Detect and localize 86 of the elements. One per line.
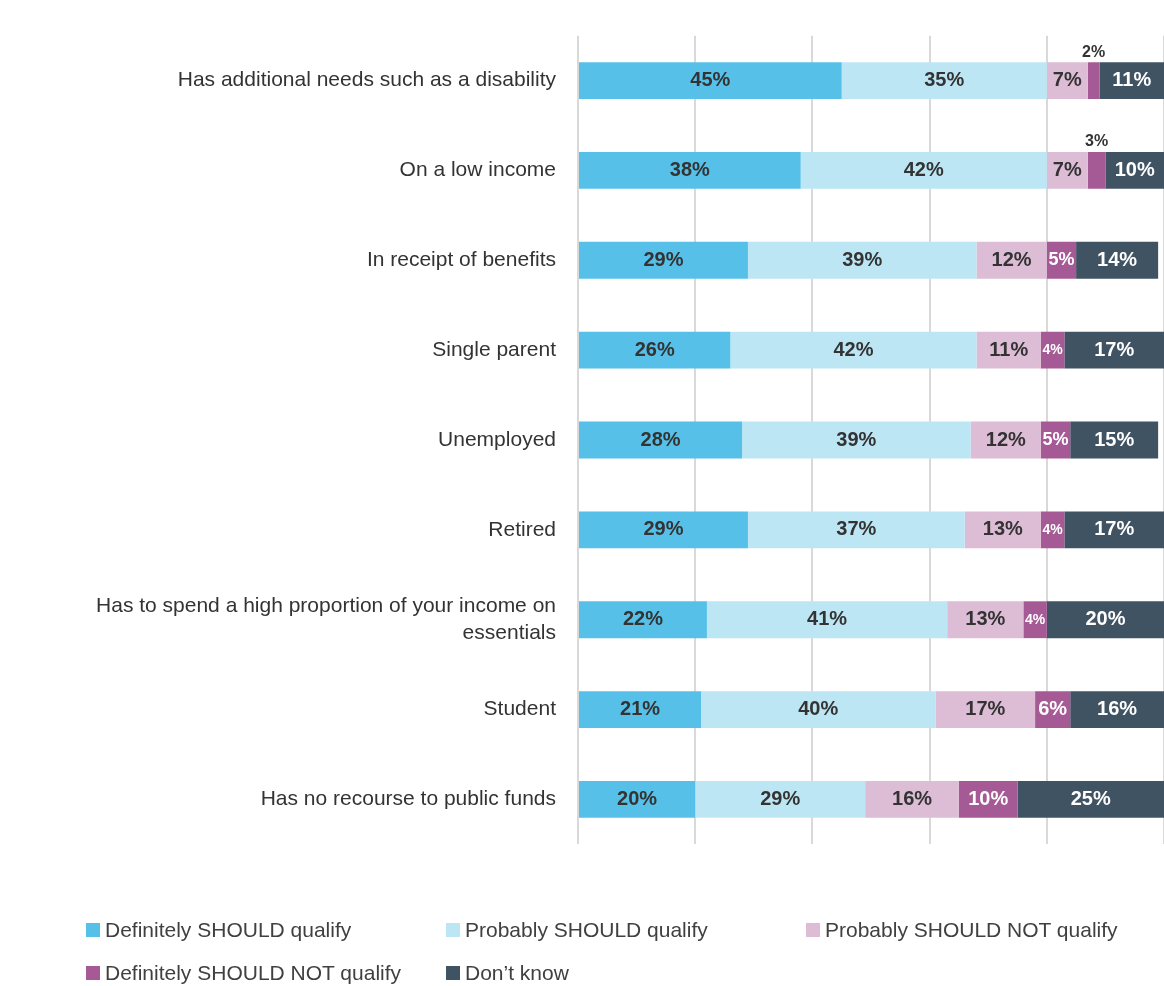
data-label: 40% (798, 697, 839, 720)
data-label: 16% (892, 786, 933, 809)
y-tick-label: Retired (488, 516, 556, 540)
data-label: 15% (1094, 427, 1135, 450)
data-label: 20% (617, 786, 658, 809)
data-label: 20% (1085, 607, 1126, 630)
bar (841, 62, 1047, 99)
data-label: 42% (833, 337, 874, 360)
data-label: 29% (760, 786, 801, 809)
bar (701, 691, 936, 728)
bar (579, 691, 702, 728)
bar (579, 421, 743, 459)
data-label: 5% (1042, 428, 1069, 449)
y-tick-label: On a low income (399, 157, 556, 181)
data-label: 25% (1070, 786, 1111, 809)
bar (865, 781, 959, 818)
data-label: 10% (968, 786, 1009, 809)
data-label: 6% (1038, 697, 1068, 720)
legend-label: Definitely SHOULD NOT qualify (105, 960, 402, 985)
bar (1064, 511, 1164, 549)
bar (935, 691, 1036, 728)
bar (706, 601, 948, 639)
legend-label: Don’t know (465, 960, 569, 985)
data-label: 22% (622, 607, 664, 630)
data-label: 13% (965, 607, 1006, 630)
y-tick-label: In receipt of benefits (366, 247, 556, 271)
data-label: 7% (1052, 68, 1082, 91)
data-label: 11% (989, 337, 1029, 360)
data-label: 4% (1042, 520, 1064, 537)
data-label: 37% (836, 517, 877, 540)
data-label: 12% (991, 247, 1032, 270)
data-label: 17% (965, 697, 1006, 720)
bar (579, 781, 696, 818)
y-tick-label: Student (483, 696, 557, 720)
bar (747, 241, 977, 279)
bar (1087, 62, 1100, 99)
data-label: 16% (1097, 697, 1138, 720)
bar (742, 421, 971, 459)
y-tick-label: Has no recourse to public funds (260, 786, 556, 810)
data-label: 17% (1094, 337, 1135, 360)
data-label: 35% (924, 68, 965, 91)
bar (579, 601, 707, 639)
bar (1070, 691, 1164, 728)
data-label: 7% (1052, 157, 1082, 180)
bar (747, 511, 965, 549)
data-label: 3% (1085, 132, 1109, 150)
y-tick-label: Has additional needs such as a disability (177, 67, 557, 91)
y-tick-label: Unemployed (438, 426, 556, 450)
bar (730, 331, 977, 369)
data-label: 14% (1097, 247, 1138, 270)
bar (579, 511, 748, 549)
bar (1064, 331, 1164, 369)
bar (579, 152, 801, 189)
data-label: 29% (643, 517, 684, 540)
y-tick-label: Single parent (432, 336, 557, 360)
data-label: 26% (634, 337, 675, 360)
data-label: 13% (982, 517, 1024, 540)
bar (579, 241, 748, 279)
data-label: 42% (903, 157, 944, 180)
data-label: 28% (640, 427, 681, 450)
legend-label: Probably SHOULD qualify (465, 917, 708, 942)
bar (579, 62, 842, 99)
data-label: 12% (985, 427, 1027, 450)
data-label: 10% (1114, 157, 1155, 180)
data-label: 4% (1024, 610, 1046, 627)
bar (1087, 152, 1106, 189)
data-label: 21% (620, 697, 661, 720)
data-label: 38% (669, 157, 711, 180)
legend-label: Definitely SHOULD qualify (105, 917, 352, 942)
data-label: 4% (1042, 341, 1064, 357)
bar (1017, 781, 1164, 818)
data-label: 39% (842, 247, 883, 270)
bar (579, 331, 731, 369)
data-label: 41% (807, 607, 848, 630)
y-tick-label: Has to spend a high proportion of your income on essentials (96, 592, 556, 644)
data-label: 29% (643, 247, 684, 270)
bar (800, 152, 1047, 189)
data-label: 17% (1094, 517, 1135, 540)
bar (1046, 601, 1164, 639)
legend-label: Probably SHOULD NOT qualify (825, 917, 1118, 942)
data-label: 45% (690, 68, 731, 91)
bar (695, 781, 866, 818)
data-label: 11% (1112, 68, 1152, 91)
data-label: 5% (1048, 249, 1075, 270)
data-label: 39% (836, 427, 877, 450)
data-label: 2% (1082, 42, 1106, 60)
